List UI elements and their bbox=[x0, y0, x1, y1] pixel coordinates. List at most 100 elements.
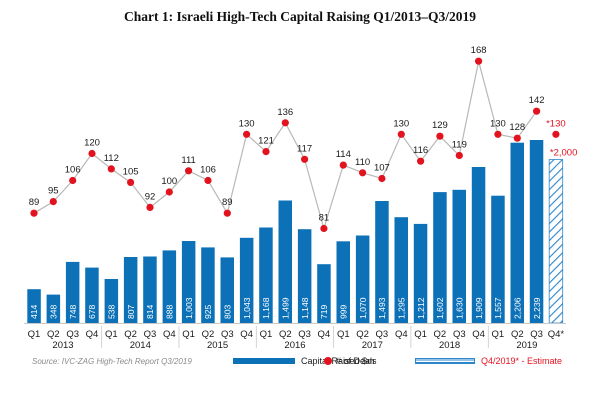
deals-point bbox=[301, 155, 309, 163]
capital-bar-label: 1,602 bbox=[435, 297, 445, 319]
capital-bar-label: 1,212 bbox=[416, 297, 426, 319]
x-tick-label: Q3 bbox=[221, 329, 234, 340]
capital-bar bbox=[27, 289, 41, 323]
deals-point bbox=[243, 130, 251, 138]
deals-point bbox=[223, 209, 231, 217]
legend-deals-label: # of Deals bbox=[336, 356, 377, 366]
x-tick-label: Q4 bbox=[240, 329, 253, 340]
deals-label: 106 bbox=[200, 165, 216, 176]
capital-bar bbox=[181, 241, 196, 323]
x-tick-label: Q4 bbox=[395, 329, 408, 340]
deals-point bbox=[397, 130, 405, 138]
deals-point bbox=[417, 157, 425, 165]
deals-label: 120 bbox=[84, 138, 100, 149]
x-tick-label: Q3 bbox=[530, 329, 543, 340]
x-tick-label: Q2 bbox=[356, 329, 369, 340]
x-tick-label: Q2 bbox=[279, 329, 292, 340]
chart-title: Chart 1: Israeli High-Tech Capital Raisi… bbox=[123, 9, 476, 24]
legend-estimate-swatch bbox=[415, 358, 475, 364]
deals-point bbox=[378, 174, 386, 183]
capital-bar-label: 1,630 bbox=[455, 297, 465, 319]
deals-point bbox=[146, 203, 154, 211]
capital-bar bbox=[510, 142, 524, 323]
x-tick-label: Q1 bbox=[28, 329, 41, 340]
capital-bar bbox=[123, 257, 138, 323]
deals-label: 130 bbox=[239, 118, 255, 129]
deals-label: 106 bbox=[65, 165, 81, 176]
capital-bar-label: 1,909 bbox=[474, 297, 484, 319]
deals-point bbox=[69, 176, 77, 185]
deals-estimate-label: *130 bbox=[546, 118, 566, 129]
deals-estimate-point bbox=[552, 130, 560, 138]
deals-label: 130 bbox=[490, 118, 506, 129]
x-tick-label: Q1 bbox=[492, 329, 505, 340]
deals-point bbox=[88, 149, 96, 158]
x-tick-label: Q2 bbox=[434, 329, 447, 340]
capital-bar-label: 925 bbox=[203, 304, 213, 319]
x-tick-label: Q2 bbox=[124, 329, 137, 340]
capital-bar-label: 348 bbox=[49, 304, 59, 319]
capital-bar-label: 1,003 bbox=[184, 297, 194, 319]
deals-point bbox=[281, 119, 289, 127]
capital-bar-label: 414 bbox=[29, 304, 39, 319]
deals-label: 117 bbox=[297, 143, 312, 154]
capital-bar-label: 888 bbox=[165, 304, 175, 319]
x-tick-label: Q1 bbox=[337, 329, 350, 340]
legend-estimate-label: Q4/2019* - Estimate bbox=[481, 356, 563, 366]
x-tick-label: Q1 bbox=[260, 329, 273, 340]
capital-bar-label: 803 bbox=[223, 304, 233, 319]
capital-bar bbox=[529, 140, 544, 323]
x-tick-label: Q2 bbox=[202, 329, 215, 340]
capital-bar bbox=[85, 267, 99, 323]
x-tick-label: Q3 bbox=[298, 329, 311, 340]
deals-label: 129 bbox=[432, 120, 448, 131]
capital-bar-label: 2,239 bbox=[532, 297, 542, 319]
capital-bar bbox=[375, 201, 389, 323]
x-year-label: 2018 bbox=[439, 340, 460, 351]
deals-label: 116 bbox=[413, 145, 428, 156]
capital-bar-label: 719 bbox=[319, 304, 329, 319]
capital-bar bbox=[355, 235, 370, 323]
deals-label: 128 bbox=[509, 122, 525, 133]
deals-label: 100 bbox=[161, 176, 177, 187]
capital-bar bbox=[452, 189, 466, 323]
x-tick-label: Q3 bbox=[453, 329, 466, 340]
legend-capital-label: Capital Raised $m bbox=[301, 356, 375, 366]
deals-label: 136 bbox=[277, 107, 293, 118]
deals-point bbox=[30, 209, 38, 217]
deals-label: 142 bbox=[529, 95, 545, 106]
deals-point bbox=[185, 167, 193, 175]
x-tick-label: Q3 bbox=[66, 329, 79, 340]
x-year-label: 2014 bbox=[130, 340, 151, 351]
deals-label: 111 bbox=[181, 155, 195, 166]
legend-capital-swatch bbox=[233, 358, 295, 364]
capital-bar-label: 538 bbox=[107, 304, 117, 319]
deals-label: 168 bbox=[471, 45, 487, 56]
deals-label: 92 bbox=[145, 191, 156, 202]
deals-point bbox=[49, 198, 57, 206]
deals-label: 107 bbox=[374, 163, 390, 174]
capital-bar bbox=[162, 250, 177, 323]
capital-bar-label: 1,557 bbox=[493, 297, 503, 319]
capital-estimate-label: *2,000 bbox=[550, 148, 577, 159]
capital-bar bbox=[239, 237, 254, 323]
deals-label: 110 bbox=[355, 157, 370, 168]
x-tick-label: Q4* bbox=[548, 329, 565, 340]
deals-label: 130 bbox=[393, 118, 409, 129]
deals-point bbox=[320, 224, 328, 233]
capital-bar bbox=[413, 223, 428, 323]
x-tick-label: Q1 bbox=[105, 329, 118, 340]
legend-deals: # of Deals bbox=[324, 356, 377, 366]
capital-bar-label: 1,493 bbox=[377, 297, 387, 319]
deals-point bbox=[533, 107, 541, 115]
legend-estimate: Q4/2019* - Estimate bbox=[415, 356, 562, 366]
capital-bar bbox=[394, 217, 408, 323]
deals-point bbox=[107, 165, 115, 173]
capital-bar bbox=[336, 241, 350, 323]
x-tick-label: Q3 bbox=[376, 329, 389, 340]
deals-point bbox=[262, 148, 270, 156]
deals-label: 114 bbox=[336, 149, 351, 160]
capital-bar bbox=[491, 195, 505, 323]
deals-point bbox=[436, 132, 444, 140]
